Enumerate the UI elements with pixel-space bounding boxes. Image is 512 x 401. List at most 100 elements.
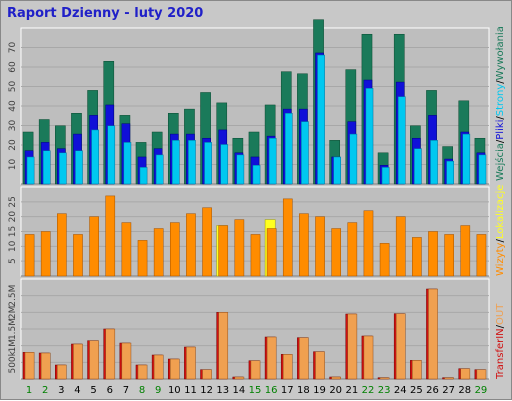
bar-transfer-out <box>121 342 132 380</box>
x-tick-label: 13 <box>216 385 229 396</box>
bar-wizyty <box>73 234 83 277</box>
x-tick-label: 10 <box>168 385 181 396</box>
bar-transfer-out <box>428 288 438 380</box>
bar-transfer-out <box>89 340 99 380</box>
bar-strony <box>397 96 406 185</box>
x-tick-label: 16 <box>265 385 278 396</box>
x-tick-label: 25 <box>410 385 423 396</box>
side-label-part: / <box>495 116 506 120</box>
x-tick-label: 21 <box>345 385 358 396</box>
x-tick-label: 9 <box>155 385 161 396</box>
bar-strony <box>446 160 454 185</box>
bar-strony <box>188 140 196 185</box>
bar-strony <box>333 156 342 185</box>
x-tick-label: 22 <box>362 385 375 396</box>
bar-transfer-out <box>73 343 83 380</box>
bar-strony <box>252 165 261 185</box>
bar-strony <box>462 133 471 185</box>
x-tick-label: 26 <box>426 385 439 396</box>
bar-strony <box>478 154 487 185</box>
bar-strony <box>381 167 390 185</box>
bar-transfer-out <box>395 313 406 380</box>
side-label-part: OUT <box>495 303 506 325</box>
x-tick-label: 4 <box>74 385 80 396</box>
x-tick-label: 2 <box>42 385 48 396</box>
x-tick-label: 1 <box>26 385 32 396</box>
bar-transfer-out <box>57 364 67 380</box>
bar-wizyty <box>331 228 342 277</box>
x-tick-label: 18 <box>297 385 310 396</box>
side-label-part: Strony <box>495 84 506 117</box>
bar-strony <box>236 154 245 185</box>
bar-wizyty <box>105 195 116 277</box>
bar-strony <box>59 152 67 185</box>
bar-transfer-out <box>266 336 277 380</box>
side-label-part: Pliki <box>495 120 506 140</box>
y-tick-label: 1M <box>8 339 18 353</box>
bar-transfer-out <box>153 354 164 380</box>
bar-strony <box>75 150 83 185</box>
bar-wizyty <box>395 216 406 277</box>
bar-transfer-out <box>137 364 148 380</box>
y-tick-label: 500k <box>8 350 18 373</box>
x-tick-label: 3 <box>58 385 64 396</box>
bar-wizyty <box>57 213 67 277</box>
bar-transfer-out <box>186 346 196 380</box>
bar-wizyty <box>137 240 148 277</box>
bar-transfer-out <box>250 360 261 380</box>
bar-wizyty <box>412 237 422 277</box>
bar-wizyty <box>282 198 293 277</box>
side-label-part: / <box>495 324 506 328</box>
y-tick-label: 70 <box>8 42 18 54</box>
bar-transfer-out <box>234 376 245 380</box>
bar-transfer-out <box>40 352 51 380</box>
side-label-part: Wejścia <box>494 143 506 181</box>
bar-wizyty <box>347 222 358 277</box>
bar-transfer-out <box>347 313 358 380</box>
y-tick-label: 2.5M <box>8 285 18 307</box>
bar-transfer-out <box>282 354 293 380</box>
side-label-part: Wizyty <box>495 242 506 276</box>
side-label: TransferIN/OUT <box>495 303 506 380</box>
bar-strony <box>107 125 116 185</box>
bar-wizyty <box>379 243 390 277</box>
bar-strony <box>42 150 51 185</box>
bar-strony <box>301 121 309 185</box>
bar-transfer-out <box>202 369 212 380</box>
bar-transfer-out <box>363 335 374 380</box>
chart-title: Raport Dzienny - luty 2020 <box>7 6 204 21</box>
x-tick-label: 8 <box>139 385 145 396</box>
x-tick-label: 19 <box>313 385 326 396</box>
side-label-part: Wywołania <box>495 26 506 80</box>
y-tick-label: 40 <box>8 100 18 112</box>
x-tick-label: 6 <box>107 385 113 396</box>
x-tick-label: 29 <box>475 385 488 396</box>
bar-wizyty <box>234 219 245 277</box>
bar-strony <box>123 142 132 185</box>
bar-strony <box>349 133 358 185</box>
side-label: Wizyty/Lokalizacje <box>495 185 506 276</box>
bar-wizyty <box>250 234 261 277</box>
bar-wizyty <box>186 213 196 277</box>
bar-strony <box>26 156 35 185</box>
x-tick-label: 11 <box>184 385 197 396</box>
bar-transfer-out <box>24 352 35 380</box>
x-tick-label: 28 <box>458 385 471 396</box>
bar-strony <box>171 140 180 185</box>
bar-strony <box>155 154 164 185</box>
bar-wizyty <box>89 216 99 277</box>
bar-transfer-out <box>379 377 390 380</box>
bar-strony <box>365 88 374 185</box>
x-tick-label: 27 <box>442 385 455 396</box>
y-tick-label: 1.5M <box>8 318 18 340</box>
y-tick-label: 60 <box>8 61 18 73</box>
bar-transfer-out <box>299 337 309 380</box>
bar-strony <box>430 140 438 185</box>
bar-wizyty <box>428 231 438 277</box>
bar-transfer-out <box>331 376 342 380</box>
x-tick-label: 17 <box>281 385 294 396</box>
x-tick-label: 24 <box>394 385 407 396</box>
x-tick-label: 20 <box>329 385 342 396</box>
y-tick-label: 10 <box>8 240 18 252</box>
